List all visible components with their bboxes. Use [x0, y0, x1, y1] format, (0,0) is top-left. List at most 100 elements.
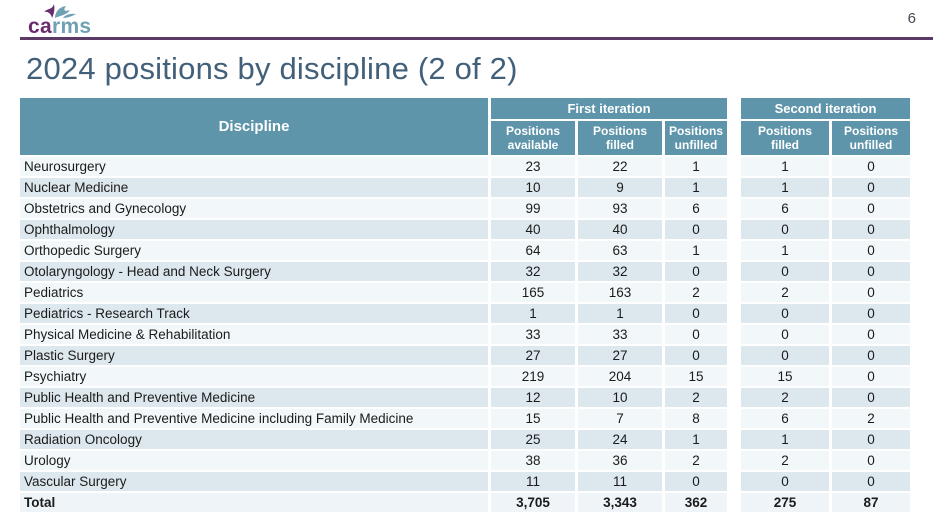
value-cell: 11	[578, 472, 662, 491]
value-cell: 0	[741, 262, 829, 281]
value-cell: 36	[578, 451, 662, 470]
value-cell: 0	[832, 262, 910, 281]
value-cell: 0	[832, 430, 910, 449]
discipline-cell: Orthopedic Surgery	[20, 241, 488, 260]
value-cell: 99	[491, 199, 575, 218]
group-header-second-iteration: Second iteration	[741, 98, 910, 119]
total-value: 362	[665, 493, 727, 512]
table-row: Nuclear Medicine 10 9 1 1 0	[20, 178, 910, 197]
value-cell: 0	[665, 262, 727, 281]
group-header-first-iteration: First iteration	[491, 98, 727, 119]
value-cell: 0	[832, 325, 910, 344]
table-row: Orthopedic Surgery 64 63 1 1 0	[20, 241, 910, 260]
discipline-cell: Radiation Oncology	[20, 430, 488, 449]
column-spacer	[730, 178, 738, 197]
value-cell: 0	[832, 304, 910, 323]
value-cell: 0	[832, 472, 910, 491]
column-spacer	[730, 98, 738, 155]
column-spacer	[730, 283, 738, 302]
table-row: Urology 38 36 2 2 0	[20, 451, 910, 470]
value-cell: 93	[578, 199, 662, 218]
value-cell: 10	[578, 388, 662, 407]
positions-table: Discipline First iteration Second iterat…	[17, 96, 913, 514]
total-value: 87	[832, 493, 910, 512]
value-cell: 2	[665, 451, 727, 470]
total-value: 275	[741, 493, 829, 512]
column-spacer	[730, 388, 738, 407]
value-cell: 0	[832, 451, 910, 470]
discipline-cell: Obstetrics and Gynecology	[20, 199, 488, 218]
table-row: Physical Medicine & Rehabilitation 33 33…	[20, 325, 910, 344]
discipline-cell: Urology	[20, 451, 488, 470]
discipline-cell: Public Health and Preventive Medicine in…	[20, 409, 488, 428]
page-number: 6	[907, 10, 916, 27]
column-spacer	[730, 409, 738, 428]
column-header-discipline: Discipline	[20, 98, 488, 155]
value-cell: 0	[832, 178, 910, 197]
value-cell: 12	[491, 388, 575, 407]
total-row: Total 3,705 3,343 362 275 87	[20, 493, 910, 512]
value-cell: 0	[832, 241, 910, 260]
column-spacer	[730, 346, 738, 365]
value-cell: 6	[741, 409, 829, 428]
value-cell: 7	[578, 409, 662, 428]
value-cell: 27	[491, 346, 575, 365]
table-row: Plastic Surgery 27 27 0 0 0	[20, 346, 910, 365]
table-row: Public Health and Preventive Medicine 12…	[20, 388, 910, 407]
value-cell: 0	[832, 283, 910, 302]
value-cell: 38	[491, 451, 575, 470]
discipline-cell: Vascular Surgery	[20, 472, 488, 491]
value-cell: 2	[741, 283, 829, 302]
total-value: 3,705	[491, 493, 575, 512]
value-cell: 0	[832, 367, 910, 386]
column-header-positions-unfilled-second: Positions unfilled	[832, 121, 910, 155]
value-cell: 0	[832, 346, 910, 365]
discipline-cell: Plastic Surgery	[20, 346, 488, 365]
value-cell: 1	[578, 304, 662, 323]
value-cell: 10	[491, 178, 575, 197]
table-row: Public Health and Preventive Medicine in…	[20, 409, 910, 428]
table-row: Pediatrics - Research Track 1 1 0 0 0	[20, 304, 910, 323]
column-header-positions-unfilled-first: Positions unfilled	[665, 121, 727, 155]
column-spacer	[730, 493, 738, 512]
value-cell: 40	[578, 220, 662, 239]
value-cell: 6	[741, 199, 829, 218]
value-cell: 32	[578, 262, 662, 281]
discipline-cell: Neurosurgery	[20, 157, 488, 176]
discipline-cell: Nuclear Medicine	[20, 178, 488, 197]
value-cell: 163	[578, 283, 662, 302]
value-cell: 11	[491, 472, 575, 491]
value-cell: 0	[832, 157, 910, 176]
value-cell: 0	[832, 199, 910, 218]
discipline-cell: Physical Medicine & Rehabilitation	[20, 325, 488, 344]
column-spacer	[730, 199, 738, 218]
value-cell: 2	[665, 388, 727, 407]
table-row: Obstetrics and Gynecology 99 93 6 6 0	[20, 199, 910, 218]
discipline-cell: Pediatrics	[20, 283, 488, 302]
column-spacer	[730, 220, 738, 239]
value-cell: 0	[665, 472, 727, 491]
table-row: Psychiatry 219 204 15 15 0	[20, 367, 910, 386]
value-cell: 1	[741, 178, 829, 197]
value-cell: 6	[665, 199, 727, 218]
column-header-positions-available: Positions available	[491, 121, 575, 155]
value-cell: 1	[741, 430, 829, 449]
column-header-positions-filled-second: Positions filled	[741, 121, 829, 155]
total-value: 3,343	[578, 493, 662, 512]
column-spacer	[730, 367, 738, 386]
table-row: Neurosurgery 23 22 1 1 0	[20, 157, 910, 176]
value-cell: 1	[665, 178, 727, 197]
logo-text-rms: rms	[51, 15, 92, 38]
value-cell: 63	[578, 241, 662, 260]
value-cell: 1	[491, 304, 575, 323]
value-cell: 219	[491, 367, 575, 386]
value-cell: 0	[832, 388, 910, 407]
value-cell: 204	[578, 367, 662, 386]
header-rule	[20, 37, 933, 40]
value-cell: 0	[741, 220, 829, 239]
table-row: Otolaryngology - Head and Neck Surgery 3…	[20, 262, 910, 281]
maple-leaf-icon	[44, 4, 76, 18]
value-cell: 23	[491, 157, 575, 176]
value-cell: 0	[741, 304, 829, 323]
column-spacer	[730, 304, 738, 323]
